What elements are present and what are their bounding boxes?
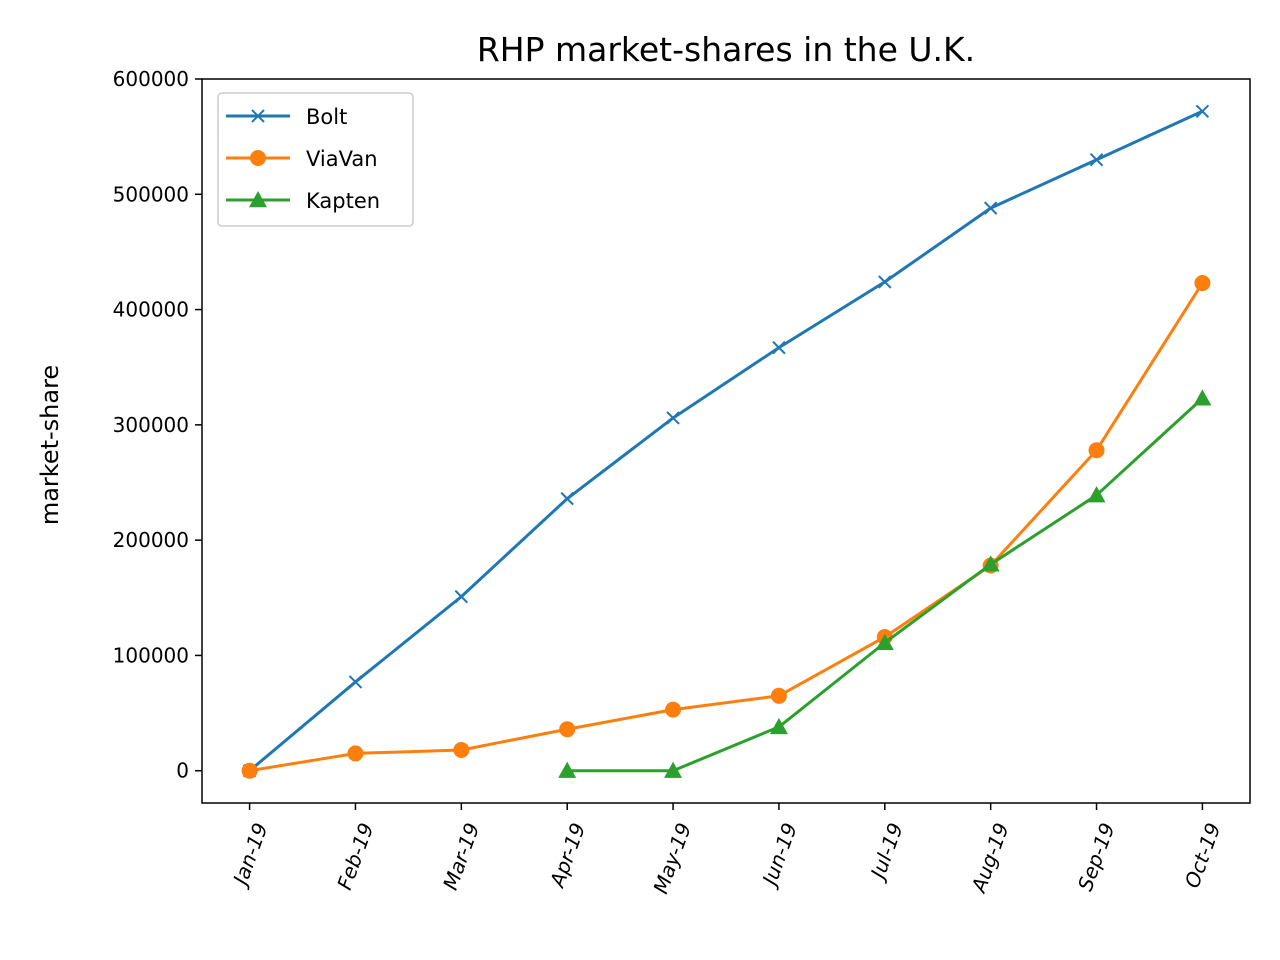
data-point-viavan: [770, 687, 787, 704]
y-tick-label: 400000: [113, 298, 189, 322]
data-point-bolt: [772, 340, 786, 355]
data-point-viavan: [347, 745, 364, 762]
data-point-viavan: [453, 741, 470, 758]
series-line-viavan: [249, 282, 1204, 773]
data-point-kapten: [1193, 389, 1212, 406]
data-point-bolt: [560, 491, 574, 506]
data-point-kapten: [875, 633, 894, 650]
y-tick-label: 200000: [113, 528, 189, 552]
plot-area: 0100000200000300000400000500000600000Jan…: [113, 67, 1251, 897]
y-tick-label: 500000: [113, 182, 189, 206]
y-axis-label: market-share: [36, 365, 64, 525]
legend-box: [217, 92, 414, 227]
data-point-bolt: [983, 201, 998, 215]
data-point-viavan: [241, 762, 258, 779]
plot-frame: [201, 78, 1251, 804]
data-point-bolt: [878, 275, 892, 289]
chart-title: RHP market-shares in the U.K.: [477, 30, 975, 69]
data-point-viavan: [1194, 275, 1211, 292]
series-line-bolt: [248, 109, 1204, 772]
data-point-viavan: [559, 721, 576, 738]
legend-label-kapten: Kapten: [306, 189, 380, 213]
data-point-kapten: [981, 555, 1000, 572]
data-point-kapten: [664, 761, 683, 778]
legend-marker-bolt: [251, 109, 265, 123]
legend-label-bolt: Bolt: [306, 105, 347, 129]
legend-label-viavan: ViaVan: [306, 147, 378, 171]
data-point-viavan: [1088, 442, 1105, 459]
data-point-bolt: [1195, 104, 1210, 118]
data-point-kapten: [769, 717, 788, 735]
legend: Bolt ViaVan Kapten: [217, 92, 414, 227]
data-point-bolt: [1089, 152, 1104, 167]
data-point-viavan: [665, 701, 682, 718]
legend-marker-viavan: [250, 150, 266, 166]
y-tick-label: 0: [176, 759, 189, 783]
y-tick-label: 600000: [113, 67, 189, 91]
y-tick-label: 300000: [113, 413, 189, 437]
data-point-bolt: [454, 589, 469, 604]
data-point-kapten: [1087, 486, 1106, 503]
legend-marker-kapten: [249, 191, 267, 208]
data-point-bolt: [666, 411, 680, 425]
data-point-kapten: [558, 761, 577, 778]
data-point-bolt: [348, 675, 363, 689]
y-tick-label: 100000: [113, 643, 189, 667]
